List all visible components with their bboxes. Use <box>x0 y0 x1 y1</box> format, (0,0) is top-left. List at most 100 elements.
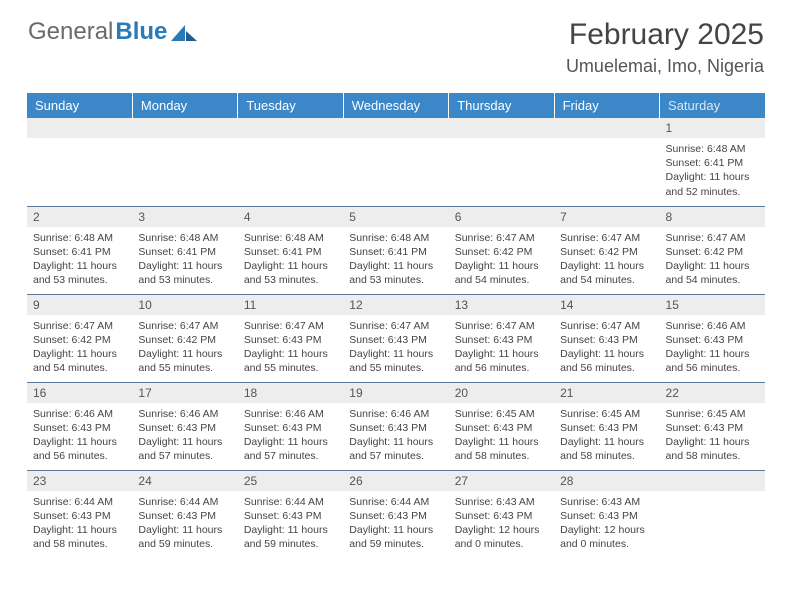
sunset-text: Sunset: 6:43 PM <box>666 333 759 347</box>
day-details: Sunrise: 6:44 AMSunset: 6:43 PMDaylight:… <box>343 491 448 558</box>
daylight-text: Daylight: 11 hours and 56 minutes. <box>666 347 759 375</box>
calendar-cell: 7Sunrise: 6:47 AMSunset: 6:42 PMDaylight… <box>554 206 659 294</box>
daylight-text: Daylight: 11 hours and 56 minutes. <box>33 435 126 463</box>
daylight-text: Daylight: 11 hours and 59 minutes. <box>138 523 231 551</box>
calendar-cell: 12Sunrise: 6:47 AMSunset: 6:43 PMDayligh… <box>343 294 448 382</box>
sail-icon <box>171 23 197 41</box>
calendar-week: 23Sunrise: 6:44 AMSunset: 6:43 PMDayligh… <box>27 470 765 558</box>
day-number: 18 <box>238 383 343 403</box>
calendar-cell <box>238 118 343 206</box>
sunrise-text: Sunrise: 6:46 AM <box>244 407 337 421</box>
sunset-text: Sunset: 6:43 PM <box>349 509 442 523</box>
day-number <box>27 118 132 138</box>
sunrise-text: Sunrise: 6:44 AM <box>33 495 126 509</box>
calendar-cell: 3Sunrise: 6:48 AMSunset: 6:41 PMDaylight… <box>132 206 237 294</box>
day-number: 25 <box>238 471 343 491</box>
sunrise-text: Sunrise: 6:47 AM <box>560 231 653 245</box>
day-number <box>343 118 448 138</box>
brand-word-1: General <box>28 18 113 46</box>
daylight-text: Daylight: 11 hours and 54 minutes. <box>666 259 759 287</box>
sunset-text: Sunset: 6:41 PM <box>33 245 126 259</box>
sunset-text: Sunset: 6:42 PM <box>33 333 126 347</box>
sunrise-text: Sunrise: 6:46 AM <box>666 319 759 333</box>
day-number: 21 <box>554 383 659 403</box>
calendar-cell: 17Sunrise: 6:46 AMSunset: 6:43 PMDayligh… <box>132 382 237 470</box>
calendar-cell: 6Sunrise: 6:47 AMSunset: 6:42 PMDaylight… <box>449 206 554 294</box>
sunset-text: Sunset: 6:42 PM <box>666 245 759 259</box>
day-details: Sunrise: 6:48 AMSunset: 6:41 PMDaylight:… <box>238 227 343 294</box>
day-number: 16 <box>27 383 132 403</box>
calendar-cell: 9Sunrise: 6:47 AMSunset: 6:42 PMDaylight… <box>27 294 132 382</box>
day-details: Sunrise: 6:44 AMSunset: 6:43 PMDaylight:… <box>27 491 132 558</box>
day-details: Sunrise: 6:47 AMSunset: 6:42 PMDaylight:… <box>660 227 765 294</box>
day-number: 1 <box>660 118 765 138</box>
daylight-text: Daylight: 11 hours and 57 minutes. <box>349 435 442 463</box>
daylight-text: Daylight: 12 hours and 0 minutes. <box>455 523 548 551</box>
day-details: Sunrise: 6:43 AMSunset: 6:43 PMDaylight:… <box>449 491 554 558</box>
sunrise-text: Sunrise: 6:47 AM <box>138 319 231 333</box>
day-details: Sunrise: 6:48 AMSunset: 6:41 PMDaylight:… <box>27 227 132 294</box>
day-number: 26 <box>343 471 448 491</box>
day-details: Sunrise: 6:46 AMSunset: 6:43 PMDaylight:… <box>132 403 237 470</box>
day-details: Sunrise: 6:47 AMSunset: 6:43 PMDaylight:… <box>449 315 554 382</box>
daylight-text: Daylight: 11 hours and 58 minutes. <box>33 523 126 551</box>
sunset-text: Sunset: 6:42 PM <box>560 245 653 259</box>
day-details: Sunrise: 6:47 AMSunset: 6:43 PMDaylight:… <box>238 315 343 382</box>
sunset-text: Sunset: 6:42 PM <box>455 245 548 259</box>
day-number: 12 <box>343 295 448 315</box>
sunrise-text: Sunrise: 6:48 AM <box>666 142 759 156</box>
day-header: Saturday <box>660 93 765 118</box>
day-header: Monday <box>132 93 237 118</box>
month-title: February 2025 <box>566 18 764 52</box>
calendar-week: 1Sunrise: 6:48 AMSunset: 6:41 PMDaylight… <box>27 118 765 206</box>
day-number: 23 <box>27 471 132 491</box>
day-number: 2 <box>27 207 132 227</box>
sunset-text: Sunset: 6:43 PM <box>138 421 231 435</box>
calendar-cell: 4Sunrise: 6:48 AMSunset: 6:41 PMDaylight… <box>238 206 343 294</box>
daylight-text: Daylight: 11 hours and 57 minutes. <box>244 435 337 463</box>
day-details: Sunrise: 6:46 AMSunset: 6:43 PMDaylight:… <box>238 403 343 470</box>
day-number: 3 <box>132 207 237 227</box>
day-header: Tuesday <box>238 93 343 118</box>
sunrise-text: Sunrise: 6:44 AM <box>244 495 337 509</box>
daylight-text: Daylight: 11 hours and 53 minutes. <box>138 259 231 287</box>
calendar-cell: 18Sunrise: 6:46 AMSunset: 6:43 PMDayligh… <box>238 382 343 470</box>
daylight-text: Daylight: 11 hours and 55 minutes. <box>244 347 337 375</box>
calendar-cell: 19Sunrise: 6:46 AMSunset: 6:43 PMDayligh… <box>343 382 448 470</box>
daylight-text: Daylight: 11 hours and 55 minutes. <box>138 347 231 375</box>
sunrise-text: Sunrise: 6:45 AM <box>455 407 548 421</box>
calendar-cell <box>343 118 448 206</box>
sunset-text: Sunset: 6:43 PM <box>244 421 337 435</box>
calendar-week: 2Sunrise: 6:48 AMSunset: 6:41 PMDaylight… <box>27 206 765 294</box>
day-number: 15 <box>660 295 765 315</box>
sunrise-text: Sunrise: 6:47 AM <box>666 231 759 245</box>
sunset-text: Sunset: 6:43 PM <box>455 421 548 435</box>
calendar-cell: 15Sunrise: 6:46 AMSunset: 6:43 PMDayligh… <box>660 294 765 382</box>
calendar-cell: 8Sunrise: 6:47 AMSunset: 6:42 PMDaylight… <box>660 206 765 294</box>
day-details: Sunrise: 6:43 AMSunset: 6:43 PMDaylight:… <box>554 491 659 558</box>
sunrise-text: Sunrise: 6:47 AM <box>455 231 548 245</box>
day-number <box>238 118 343 138</box>
day-number: 8 <box>660 207 765 227</box>
calendar-cell: 20Sunrise: 6:45 AMSunset: 6:43 PMDayligh… <box>449 382 554 470</box>
calendar-body: 1Sunrise: 6:48 AMSunset: 6:41 PMDaylight… <box>27 118 765 558</box>
day-details: Sunrise: 6:44 AMSunset: 6:43 PMDaylight:… <box>132 491 237 558</box>
daylight-text: Daylight: 11 hours and 59 minutes. <box>244 523 337 551</box>
sunrise-text: Sunrise: 6:47 AM <box>560 319 653 333</box>
sunset-text: Sunset: 6:43 PM <box>33 509 126 523</box>
day-header: Thursday <box>449 93 554 118</box>
sunset-text: Sunset: 6:43 PM <box>138 509 231 523</box>
calendar-cell: 21Sunrise: 6:45 AMSunset: 6:43 PMDayligh… <box>554 382 659 470</box>
day-number: 5 <box>343 207 448 227</box>
day-details: Sunrise: 6:46 AMSunset: 6:43 PMDaylight:… <box>343 403 448 470</box>
daylight-text: Daylight: 11 hours and 53 minutes. <box>349 259 442 287</box>
day-details: Sunrise: 6:46 AMSunset: 6:43 PMDaylight:… <box>660 315 765 382</box>
day-number: 22 <box>660 383 765 403</box>
sunset-text: Sunset: 6:41 PM <box>244 245 337 259</box>
daylight-text: Daylight: 11 hours and 56 minutes. <box>560 347 653 375</box>
calendar-cell: 28Sunrise: 6:43 AMSunset: 6:43 PMDayligh… <box>554 470 659 558</box>
sunrise-text: Sunrise: 6:47 AM <box>33 319 126 333</box>
sunset-text: Sunset: 6:43 PM <box>455 509 548 523</box>
day-details: Sunrise: 6:48 AMSunset: 6:41 PMDaylight:… <box>132 227 237 294</box>
sunset-text: Sunset: 6:42 PM <box>138 333 231 347</box>
